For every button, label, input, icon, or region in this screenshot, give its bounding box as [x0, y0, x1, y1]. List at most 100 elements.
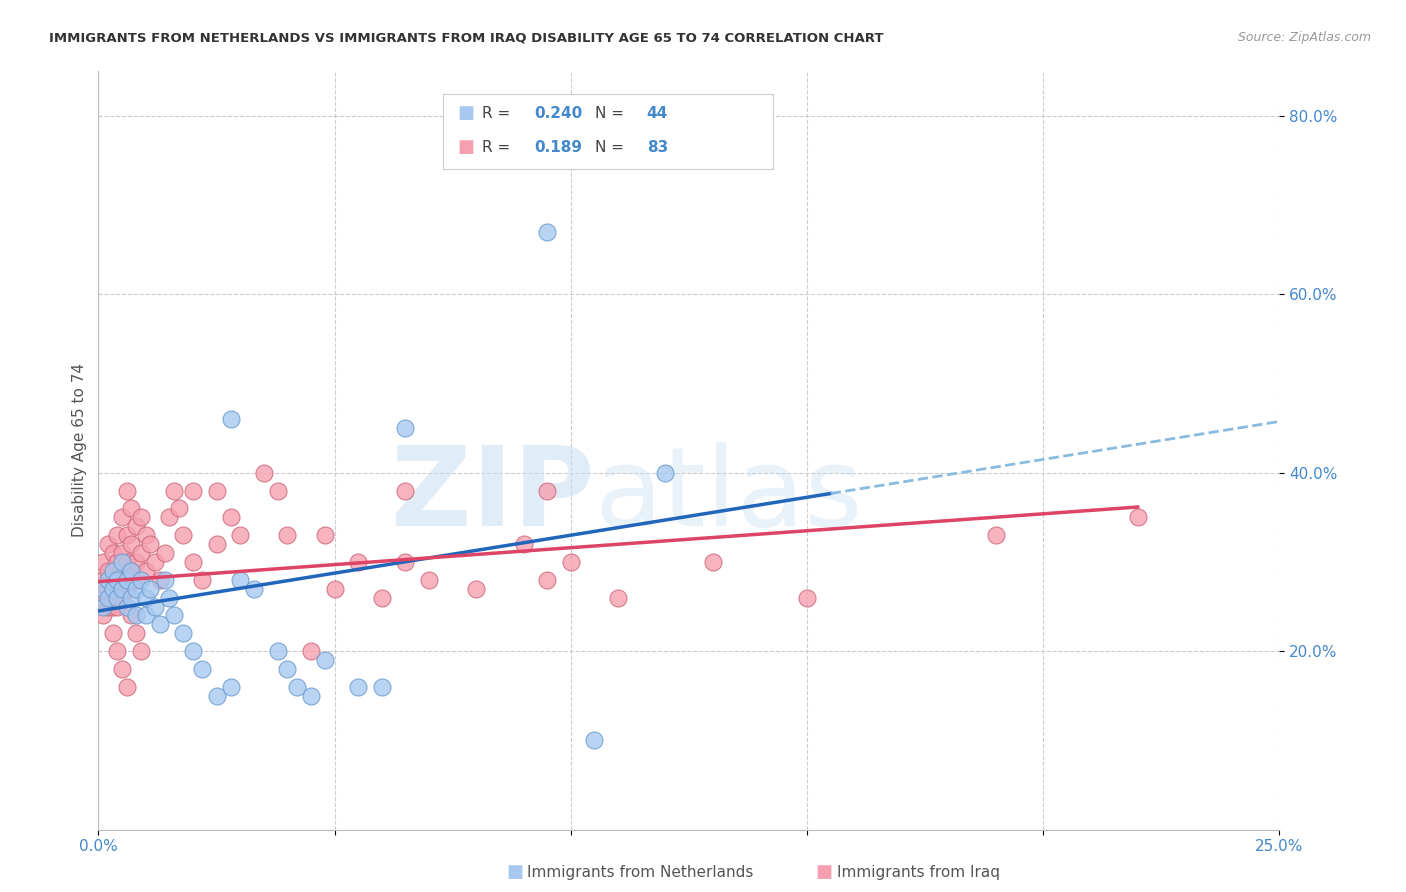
Point	[143, 555, 166, 569]
Point	[299, 644, 322, 658]
Point	[111, 662, 134, 676]
Point	[101, 591, 124, 605]
Point	[121, 537, 143, 551]
Text: N =: N =	[595, 106, 628, 120]
Point	[129, 644, 152, 658]
Point	[323, 582, 346, 596]
Point	[181, 483, 204, 498]
Point	[181, 644, 204, 658]
Point	[796, 591, 818, 605]
Point	[105, 555, 128, 569]
Point	[125, 608, 148, 623]
Point	[149, 573, 172, 587]
Point	[97, 599, 120, 614]
Point	[105, 573, 128, 587]
Text: R =: R =	[482, 140, 516, 154]
Point	[135, 528, 157, 542]
Point	[111, 555, 134, 569]
Point	[560, 555, 582, 569]
Point	[115, 680, 138, 694]
Point	[91, 599, 114, 614]
Point	[205, 689, 228, 703]
Point	[129, 510, 152, 524]
Point	[149, 617, 172, 632]
Point	[984, 528, 1007, 542]
Point	[115, 582, 138, 596]
Point	[536, 225, 558, 239]
Point	[121, 501, 143, 516]
Point	[105, 599, 128, 614]
Point	[157, 591, 180, 605]
Point	[583, 733, 606, 747]
Text: atlas: atlas	[595, 442, 863, 549]
Point	[181, 555, 204, 569]
Point	[299, 689, 322, 703]
Point	[163, 483, 186, 498]
Point	[101, 626, 124, 640]
Point	[91, 582, 114, 596]
Text: Immigrants from Iraq: Immigrants from Iraq	[837, 865, 1000, 880]
Text: 0.189: 0.189	[534, 140, 582, 154]
Point	[97, 591, 120, 605]
Point	[121, 564, 143, 578]
Text: ■: ■	[506, 863, 523, 881]
Point	[97, 564, 120, 578]
Point	[139, 582, 162, 596]
Point	[115, 483, 138, 498]
Point	[157, 510, 180, 524]
Text: IMMIGRANTS FROM NETHERLANDS VS IMMIGRANTS FROM IRAQ DISABILITY AGE 65 TO 74 CORR: IMMIGRANTS FROM NETHERLANDS VS IMMIGRANT…	[49, 31, 884, 45]
Point	[267, 644, 290, 658]
Point	[135, 608, 157, 623]
Point	[125, 519, 148, 533]
Point	[654, 466, 676, 480]
Point	[101, 573, 124, 587]
Point	[163, 608, 186, 623]
Point	[111, 573, 134, 587]
Point	[607, 591, 630, 605]
Point	[205, 537, 228, 551]
Point	[191, 573, 214, 587]
Point	[153, 546, 176, 560]
Point	[167, 501, 190, 516]
Point	[394, 421, 416, 435]
Point	[536, 483, 558, 498]
Point	[97, 582, 120, 596]
Point	[512, 537, 534, 551]
Point	[111, 510, 134, 524]
Point	[172, 626, 194, 640]
Point	[91, 591, 114, 605]
Point	[191, 662, 214, 676]
Point	[465, 582, 488, 596]
Point	[347, 680, 370, 694]
Point	[371, 591, 394, 605]
Point	[219, 510, 242, 524]
Point	[101, 582, 124, 596]
Point	[101, 564, 124, 578]
Point	[121, 591, 143, 605]
Point	[129, 546, 152, 560]
Point	[243, 582, 266, 596]
Point	[253, 466, 276, 480]
Point	[105, 591, 128, 605]
Point	[115, 555, 138, 569]
Point	[125, 555, 148, 569]
Point	[105, 582, 128, 596]
Text: 0.240: 0.240	[534, 106, 582, 120]
Text: ■: ■	[457, 104, 474, 122]
Point	[125, 626, 148, 640]
Point	[285, 680, 308, 694]
Point	[276, 662, 298, 676]
Point	[229, 528, 252, 542]
Point	[205, 483, 228, 498]
Point	[97, 573, 120, 587]
Text: ■: ■	[815, 863, 832, 881]
Point	[129, 573, 152, 587]
Point	[267, 483, 290, 498]
Point	[418, 573, 440, 587]
Point	[115, 573, 138, 587]
Point	[276, 528, 298, 542]
Point	[125, 573, 148, 587]
Text: Immigrants from Netherlands: Immigrants from Netherlands	[527, 865, 754, 880]
Point	[219, 412, 242, 426]
Point	[314, 653, 336, 667]
